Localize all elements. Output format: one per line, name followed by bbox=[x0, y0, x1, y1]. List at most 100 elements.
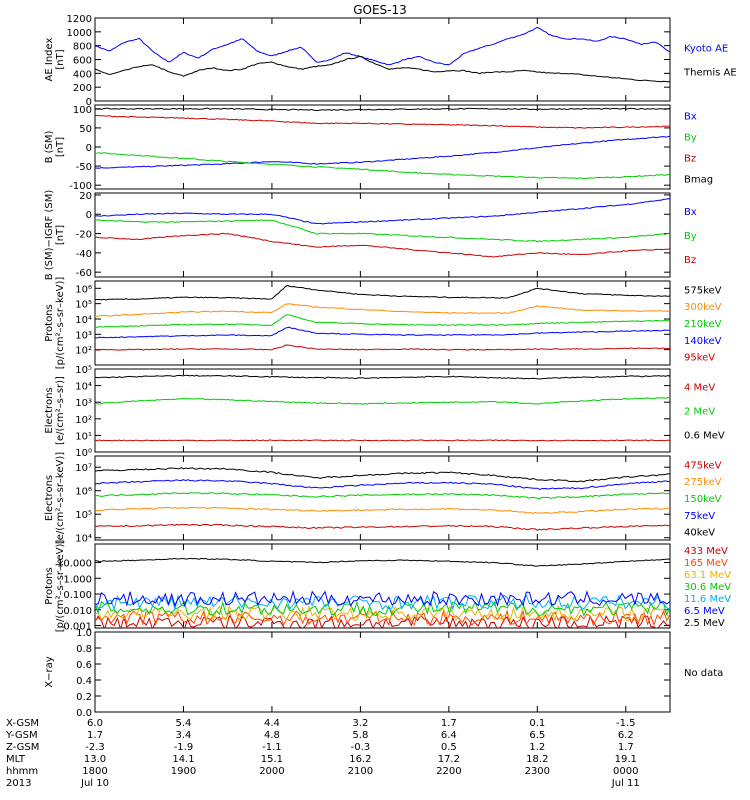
y-tick-label: 10¹ bbox=[75, 431, 92, 442]
x-axis-row-value: 6.0 bbox=[87, 718, 103, 729]
x-axis-row-value: 19.1 bbox=[615, 754, 637, 765]
legend-entry: 75keV bbox=[684, 511, 715, 522]
x-axis-row-value: 3.2 bbox=[352, 718, 368, 729]
x-axis-row-value: 4.4 bbox=[264, 718, 280, 729]
series-group bbox=[95, 107, 670, 180]
y-axis-unit: [e/(cm²–s–sr)] bbox=[55, 376, 66, 445]
panel-electrons-hi: 10⁰ 10¹ 10² 10³ 10⁴ 10⁵ Electrons [e/(cm²–s–sr)… bbox=[44, 365, 725, 459]
x-axis-row-value: 5.8 bbox=[352, 730, 368, 741]
x-axis-row-value: 0.5 bbox=[441, 742, 457, 753]
y-tick-label: 10³ bbox=[75, 330, 92, 341]
legend-entry: 4 MeV bbox=[684, 383, 715, 394]
series-line-275kev bbox=[95, 506, 670, 515]
y-tick-label: 800 bbox=[73, 42, 92, 53]
x-axis-row-value: 6.5 bbox=[529, 730, 545, 741]
panel-protons-lo: 10² 10³ 10⁴ 10⁵ 10⁶ Protons [p/(cm²–s–sr–keV)]… bbox=[44, 277, 722, 370]
legend-entry: By bbox=[684, 231, 697, 242]
panel-bsm: -100 -50 0 50 100 B (SM) [nT] Bx By Bz Bmag bbox=[44, 104, 713, 192]
legend-entry: No data bbox=[684, 668, 723, 679]
y-tick-label: -100 bbox=[69, 181, 92, 192]
series-line-bmag bbox=[95, 107, 670, 112]
x-axis-row-value: 1.7 bbox=[441, 718, 457, 729]
legend-entry: 433 MeV bbox=[684, 546, 728, 557]
x-axis-row-value: 18.2 bbox=[526, 754, 548, 765]
x-axis-row-label: hhmm bbox=[6, 766, 38, 777]
x-axis-row-value: 0.1 bbox=[529, 718, 545, 729]
x-axis-row-value: 6.4 bbox=[441, 730, 457, 741]
x-axis-row-value: Jul 11 bbox=[611, 778, 640, 789]
x-axis-row-value: -1.1 bbox=[262, 742, 282, 753]
x-axis-row-value: 17.2 bbox=[438, 754, 460, 765]
series-line-4-mev bbox=[95, 439, 670, 442]
legend-entry: 150keV bbox=[684, 494, 722, 505]
legend-entry: 11.6 MeV bbox=[684, 594, 731, 605]
legend-entry: 40keV bbox=[684, 528, 715, 539]
x-axis-row-value: 4.8 bbox=[264, 730, 280, 741]
y-tick-label: 50 bbox=[79, 124, 92, 135]
y-tick-label: 0 bbox=[86, 210, 92, 221]
legend-entry: Bmag bbox=[684, 175, 713, 186]
y-tick-label: 20 bbox=[79, 191, 92, 202]
legend-entry: 210keV bbox=[684, 319, 722, 330]
y-tick-label: 10² bbox=[75, 346, 92, 357]
legend-entry: 275keV bbox=[684, 477, 722, 488]
series-line-2-mev bbox=[95, 397, 670, 405]
x-axis-row-value: 13.0 bbox=[84, 754, 106, 765]
x-axis-row-value: -1.9 bbox=[174, 742, 194, 753]
legend-entry: Kyoto AE bbox=[684, 44, 728, 55]
series-line-300kev bbox=[95, 303, 670, 317]
y-tick-label: 10.000 bbox=[57, 559, 92, 570]
x-axis-row-label: X-GSM bbox=[6, 718, 39, 729]
legend-entry: Bz bbox=[684, 154, 696, 165]
y-tick-label: 0.001 bbox=[63, 622, 92, 633]
y-tick-label: 10⁶ bbox=[75, 487, 92, 498]
panel-bigrf: -60 -40 -20 0 20 B (SM)−IGRF (SM) [nT] Bx By Bz bbox=[44, 190, 697, 281]
series-line-75kev bbox=[95, 479, 670, 490]
panel-xray: 0.0 0.2 0.4 0.6 0.8 1.0 X−ray No data bbox=[44, 628, 723, 719]
y-axis-unit: [nT] bbox=[55, 49, 66, 69]
legend-entry: 475keV bbox=[684, 460, 722, 471]
plot-title: GOES-13 bbox=[353, 3, 407, 17]
panel-frame bbox=[94, 192, 671, 278]
legend-entry: 0.6 MeV bbox=[684, 431, 725, 442]
y-tick-label: 0.8 bbox=[76, 644, 92, 655]
x-axis-row-value: 6.2 bbox=[618, 730, 634, 741]
panel-frame bbox=[94, 280, 671, 366]
y-tick-label: 1.0 bbox=[76, 628, 92, 639]
series-group bbox=[95, 284, 670, 351]
y-tick-label: 100 bbox=[73, 105, 92, 116]
y-tick-label: 1000 bbox=[67, 28, 92, 39]
x-axis-row-value: 1.7 bbox=[87, 730, 103, 741]
y-tick-label: 1200 bbox=[67, 14, 92, 25]
y-tick-label: 10⁴ bbox=[75, 534, 92, 545]
x-axis-table: X-GSM 6.0 5.4 4.4 3.2 1.7 0.1 -1.5 Y-GSM 1.7 3.4 4.… bbox=[5, 718, 640, 789]
y-tick-label: 10⁵ bbox=[75, 510, 92, 521]
y-axis-label: Protons bbox=[44, 304, 55, 341]
series-line-by bbox=[95, 152, 670, 180]
y-axis-label: B (SM) bbox=[44, 130, 55, 163]
series-line-575kev bbox=[95, 284, 670, 301]
y-axis-unit: [nT] bbox=[55, 225, 66, 245]
y-tick-label: 0.010 bbox=[63, 606, 92, 617]
panel-frame bbox=[94, 455, 671, 541]
x-axis-row-value: Jul 10 bbox=[80, 778, 109, 789]
series-line-2-5-mev bbox=[95, 557, 670, 567]
y-tick-label: 600 bbox=[73, 56, 92, 67]
series-group bbox=[95, 374, 670, 442]
y-tick-label: 10⁴ bbox=[75, 315, 92, 326]
series-line-210kev bbox=[95, 314, 670, 328]
legend-entry: 6.5 MeV bbox=[684, 606, 725, 617]
x-axis-row-value: 16.2 bbox=[349, 754, 371, 765]
panel-ae: 0 200 400 600 800 1000 1200 AE Index [nT] Kyoto A… bbox=[44, 14, 737, 108]
y-tick-label: 0.4 bbox=[76, 676, 92, 687]
legend-entry: Bx bbox=[684, 112, 697, 123]
series-line-0-6-mev bbox=[95, 374, 670, 380]
legend-entry: Bx bbox=[684, 207, 697, 218]
y-tick-label: 10⁶ bbox=[75, 284, 92, 295]
legend-entry: 2.5 MeV bbox=[684, 618, 725, 629]
x-axis-row-value: 1800 bbox=[82, 766, 107, 777]
panel-frame bbox=[94, 17, 671, 102]
y-tick-label: 0.2 bbox=[76, 692, 92, 703]
